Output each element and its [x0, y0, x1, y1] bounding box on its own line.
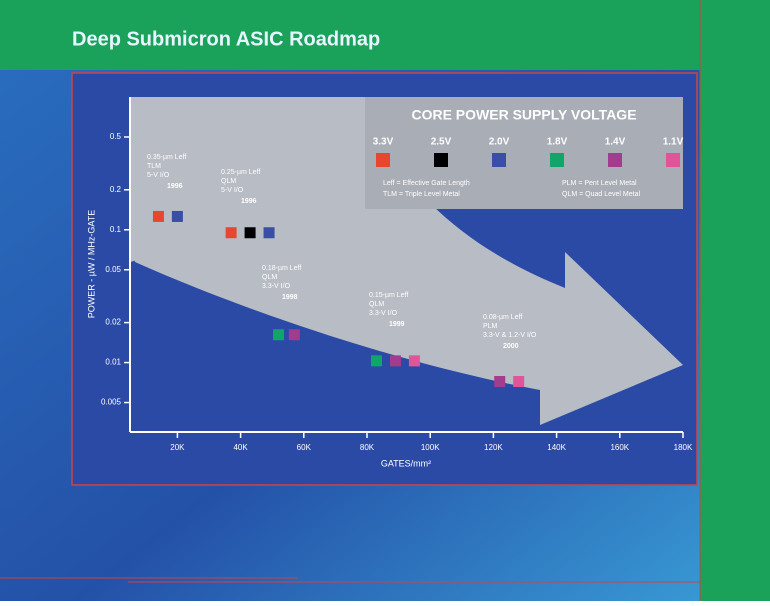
data-point [408, 355, 420, 367]
annotation: 3.3-V I/O [369, 310, 398, 317]
x-tick-label: 140K [547, 443, 566, 452]
x-axis-label: GATES/mm² [381, 458, 431, 468]
x-tick-label: 100K [421, 443, 440, 452]
y-tick-label: 0.1 [110, 225, 122, 234]
data-point [494, 376, 506, 388]
data-point [273, 329, 285, 341]
arrow-shape [135, 97, 683, 425]
x-tick-label: 180K [674, 443, 693, 452]
legend-swatch [550, 153, 564, 167]
data-point [513, 376, 525, 388]
legend-swatch [434, 153, 448, 167]
annotation: 5-V I/O [221, 187, 244, 194]
legend-label: 1.8V [547, 137, 568, 148]
annotation: 1996 [241, 198, 257, 205]
side-band [700, 0, 770, 601]
annotation: QLM [221, 178, 236, 185]
x-tick-label: 20K [170, 443, 185, 452]
data-point [263, 227, 275, 239]
legend-note: PLM = Pent Level Metal [562, 180, 637, 187]
legend-swatch [492, 153, 506, 167]
legend-box [365, 97, 683, 209]
y-tick-label: 0.05 [105, 265, 121, 274]
annotation: 0.15-µm Leff [369, 292, 408, 299]
data-point [370, 355, 382, 367]
x-tick-label: 160K [610, 443, 629, 452]
annotation: 0.08-µm Leff [483, 314, 522, 321]
annotation: 0.25-µm Leff [221, 169, 260, 176]
x-tick-label: 40K [233, 443, 248, 452]
header-band [0, 0, 770, 70]
y-tick-label: 0.02 [105, 318, 121, 327]
data-point [225, 227, 237, 239]
legend-label: 2.0V [489, 137, 510, 148]
data-point [244, 227, 256, 239]
y-tick-label: 0.01 [105, 358, 121, 367]
legend-title: CORE POWER SUPPLY VOLTAGE [411, 107, 636, 123]
annotation: 3.3-V I/O [262, 283, 291, 290]
legend-label: 1.4V [605, 137, 626, 148]
annotation: QLM [262, 274, 277, 281]
chart-title: Deep Submicron ASIC Roadmap [72, 28, 380, 50]
legend-label: 2.5V [431, 137, 452, 148]
annotation: 5-V I/O [147, 172, 170, 179]
legend-note: QLM = Quad Level Metal [562, 191, 640, 198]
annotation: TLM [147, 163, 161, 170]
annotation: 1999 [389, 321, 405, 328]
annotation: 0.35-µm Leff [147, 154, 186, 161]
legend-swatch [666, 153, 680, 167]
legend-note: TLM = Triple Level Metal [383, 191, 460, 198]
legend-label: 1.1V [663, 137, 684, 148]
data-point [389, 355, 401, 367]
y-tick-label: 0.005 [101, 398, 122, 407]
annotation: 3.3-V & 1.2-V I/O [483, 332, 537, 339]
annotation: PLM [483, 323, 498, 330]
data-point [171, 210, 183, 222]
annotation: 2000 [503, 343, 519, 350]
annotation: 1998 [282, 294, 298, 301]
legend-swatch [376, 153, 390, 167]
annotation: QLM [369, 301, 384, 308]
legend-label: 3.3V [373, 137, 394, 148]
y-axis-label: POWER - µW / MHz-GATE [86, 210, 96, 319]
x-tick-label: 80K [360, 443, 375, 452]
data-point [288, 329, 300, 341]
x-tick-label: 120K [484, 443, 503, 452]
annotation: 0.18-µm Leff [262, 265, 301, 272]
legend-note: Leff = Effective Gate Length [383, 180, 470, 187]
x-tick-label: 60K [297, 443, 312, 452]
annotation: 1996 [167, 183, 183, 190]
y-tick-label: 0.2 [110, 185, 122, 194]
y-tick-label: 0.5 [110, 132, 122, 141]
data-point [152, 210, 164, 222]
legend-swatch [608, 153, 622, 167]
